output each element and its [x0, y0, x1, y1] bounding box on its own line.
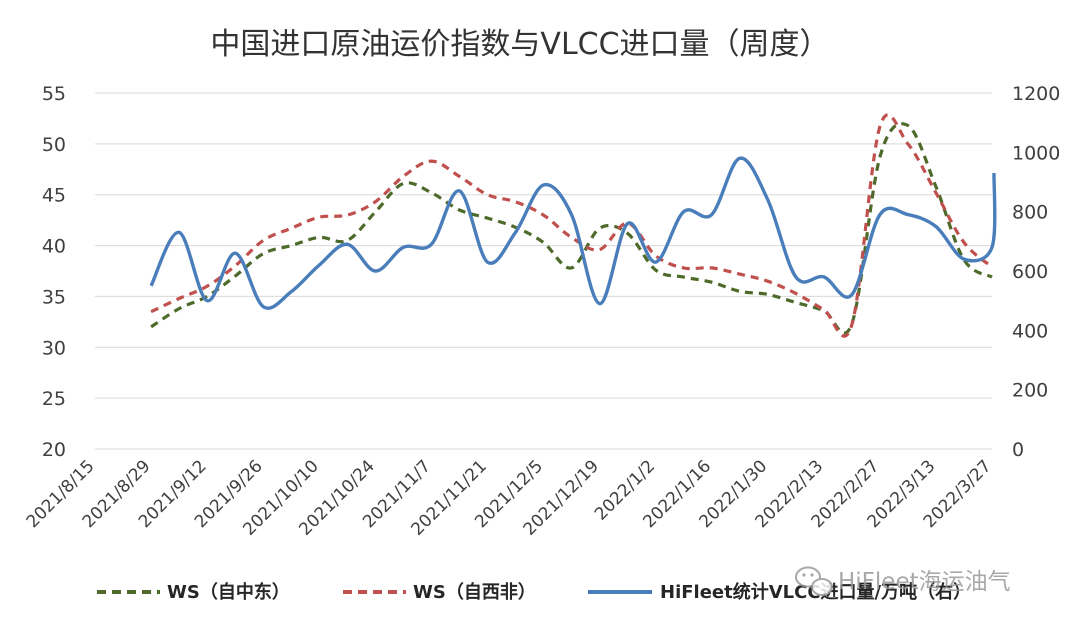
series-line-vlcc-import	[149, 156, 997, 310]
series-lines	[149, 113, 997, 338]
wechat-icon	[795, 566, 833, 596]
watermark: HiFleet海运油气	[795, 566, 1011, 596]
left-y-tick-label: 50	[42, 134, 66, 156]
right-y-tick-label: 600	[1012, 261, 1048, 283]
left-y-tick-label: 45	[42, 185, 66, 207]
left-y-tick-label: 40	[42, 236, 66, 258]
right-y-tick-label: 1200	[1012, 83, 1060, 105]
right-y-tick-label: 1000	[1012, 142, 1060, 164]
left-y-tick-label: 20	[42, 439, 66, 461]
left-y-tick-label: 55	[42, 83, 66, 105]
right-y-tick-label: 200	[1012, 380, 1048, 402]
x-axis-ticks: 2021/8/152021/8/292021/9/122021/9/262021…	[23, 456, 996, 539]
gridlines	[95, 92, 992, 450]
left-y-tick-label: 25	[42, 388, 66, 410]
left-y-axis-ticks: 20 25 30 35 40 45 50 55	[42, 83, 66, 461]
right-y-tick-label: 800	[1012, 202, 1048, 224]
legend-label-ws-middle-east: WS（自中东）	[167, 581, 290, 603]
legend-label-ws-west-africa: WS（自西非）	[413, 581, 536, 603]
right-y-tick-label: 0	[1012, 439, 1024, 461]
left-y-tick-label: 30	[42, 337, 66, 359]
watermark-text: HiFleet海运油气	[838, 569, 1011, 595]
chart-title: 中国进口原油运价指数与VLCC进口量（周度）	[210, 27, 829, 62]
series-line-ws-west-africa	[150, 113, 994, 338]
right-y-axis-ticks: 0 200 400 600 800 1000 1200	[1012, 83, 1060, 461]
left-y-tick-label: 35	[42, 286, 66, 308]
right-y-tick-label: 400	[1012, 320, 1048, 342]
